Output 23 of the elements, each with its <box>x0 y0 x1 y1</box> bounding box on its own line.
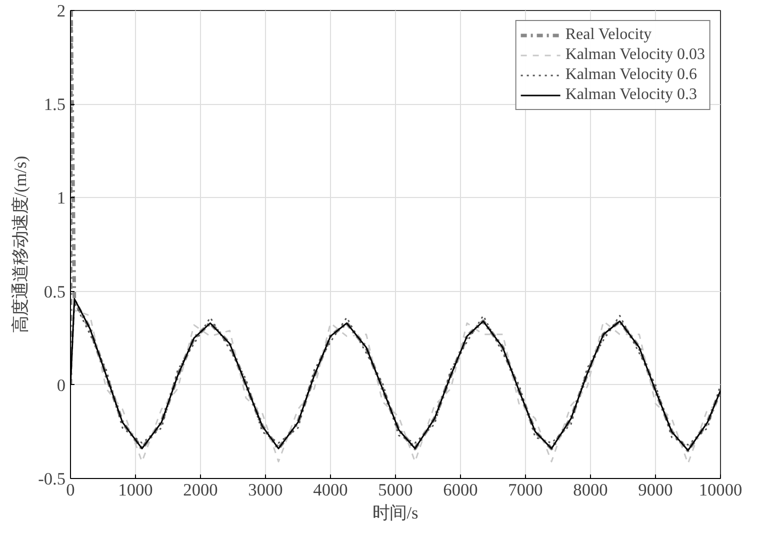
y-tick-label: 2 <box>56 2 66 20</box>
x-tick-label: 9000 <box>638 480 673 500</box>
legend-label: Kalman Velocity 0.6 <box>565 66 697 84</box>
x-tick-label: 8000 <box>573 480 608 500</box>
x-tick-label: 10000 <box>698 480 742 500</box>
x-tick-label: 1000 <box>118 480 153 500</box>
x-tick-label: 6000 <box>443 480 478 500</box>
line-series <box>70 10 720 452</box>
legend-label: Real Velocity <box>565 26 652 44</box>
x-tick-label: 4000 <box>313 480 348 500</box>
y-tick-label: -0.5 <box>38 470 66 488</box>
y-tick-label: 0.5 <box>44 282 66 302</box>
y-axis-title: 高度通道移动速度/(m/s) <box>11 156 30 334</box>
x-tick-label: 2000 <box>183 480 218 500</box>
x-tick-label: 7000 <box>508 480 543 500</box>
legend-label: Kalman Velocity 0.3 <box>565 86 697 104</box>
legend-label: Kalman Velocity 0.03 <box>565 46 705 64</box>
x-tick-label: 5000 <box>378 480 413 500</box>
x-tick-label: 3000 <box>248 480 283 500</box>
y-tick-label: 0 <box>56 376 66 395</box>
x-axis-title: 时间/s <box>372 504 419 522</box>
y-tick-label: 1.5 <box>44 95 66 114</box>
y-tick-label: 1 <box>56 188 66 208</box>
